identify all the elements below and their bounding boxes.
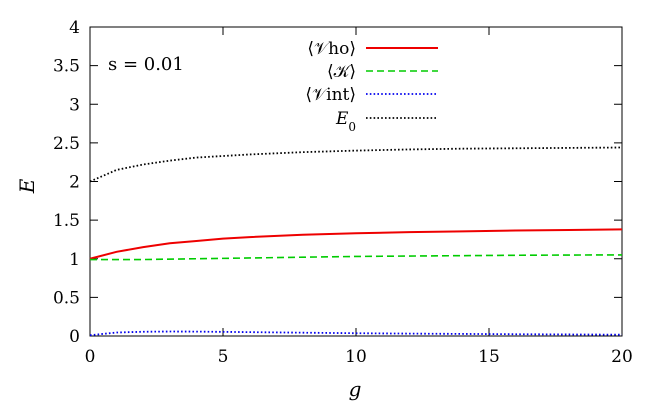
y-tick-label: 4	[69, 18, 80, 38]
x-tick-label: 20	[611, 347, 633, 367]
series-layer	[89, 146, 623, 337]
y-tick-label: 1.5	[53, 211, 80, 231]
series-line-0	[89, 228, 623, 260]
x-tick-label: 10	[345, 347, 367, 367]
series-line-3	[89, 146, 623, 183]
legend: ⟨𝒱ho⟩ ⟨𝒦⟩ ⟨𝒱int⟩ E0	[305, 39, 438, 134]
legend-label-0: ⟨𝒱ho⟩	[307, 39, 356, 59]
series-line-1	[90, 254, 623, 261]
legend-label-2: ⟨𝒱int⟩	[305, 85, 356, 105]
y-tick-label: 0	[69, 327, 80, 347]
parameter-annotation: s = 0.01	[108, 54, 184, 75]
x-tick-label: 5	[218, 347, 229, 367]
legend-label-3: E0	[335, 109, 356, 134]
y-tick-label: 1	[69, 250, 80, 270]
series-line-2	[89, 330, 623, 337]
legend-label-1: ⟨𝒦⟩	[327, 62, 356, 82]
y-tick-label: 3.5	[53, 57, 80, 77]
x-axis: 0 5 10 15 20	[85, 27, 633, 367]
y-tick-label: 2	[69, 173, 80, 193]
y-tick-label: 2.5	[53, 134, 80, 154]
y-axis-title: E	[15, 178, 39, 194]
x-tick-label: 0	[85, 347, 96, 367]
x-tick-label: 15	[478, 347, 500, 367]
y-tick-label: 0.5	[53, 288, 80, 308]
y-axis: 0 0.5 1 1.5 2 2.5 3 3.5 4	[53, 18, 622, 347]
x-axis-title: g	[349, 377, 362, 401]
y-tick-label: 3	[69, 95, 80, 115]
